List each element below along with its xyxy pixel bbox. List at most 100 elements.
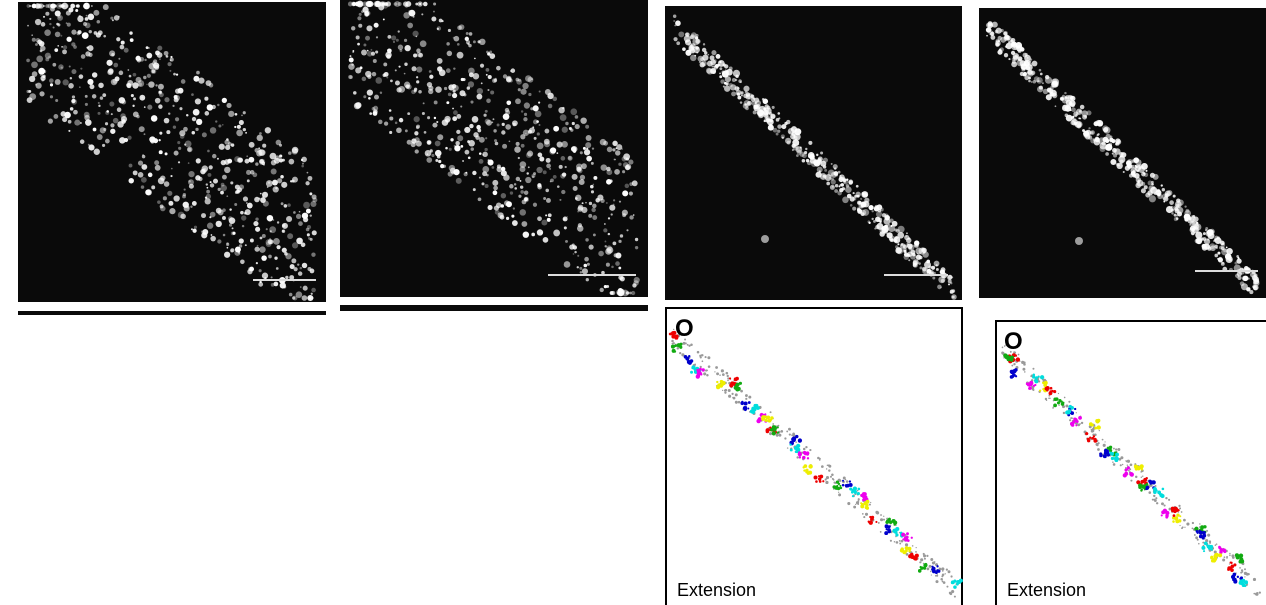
speckle — [133, 73, 137, 77]
speckle — [1127, 460, 1130, 463]
speckle — [481, 182, 484, 185]
speckle — [113, 63, 118, 68]
speckle — [198, 177, 202, 181]
speckle — [453, 67, 455, 69]
speckle — [222, 98, 227, 103]
speckle — [1244, 576, 1245, 577]
speckle — [938, 276, 945, 283]
speckle — [94, 149, 100, 155]
speckle — [265, 127, 271, 133]
speckle — [311, 293, 313, 295]
speckle — [545, 214, 547, 216]
speckle — [894, 228, 897, 231]
speckle — [1250, 272, 1256, 278]
speckle — [875, 521, 877, 523]
speckle — [842, 196, 849, 203]
speckle — [600, 288, 604, 292]
speckle — [763, 113, 768, 118]
speckle — [165, 152, 168, 155]
speckle — [859, 202, 861, 204]
speckle — [231, 143, 234, 146]
speckle — [868, 222, 870, 224]
speckle — [227, 247, 229, 249]
panel-caption: Extension — [677, 580, 756, 600]
speckle — [1035, 376, 1038, 379]
speckle — [696, 369, 699, 372]
speckle — [1118, 156, 1125, 163]
speckle — [899, 540, 901, 542]
speckle — [178, 88, 184, 94]
speckle — [855, 504, 856, 505]
speckle — [820, 173, 827, 180]
speckle — [307, 172, 309, 174]
speckle — [217, 239, 221, 243]
speckle — [835, 184, 838, 187]
speckle — [616, 147, 618, 149]
speckle — [1169, 200, 1174, 205]
speckle — [1224, 556, 1226, 558]
speckle — [427, 116, 430, 119]
speckle — [1109, 452, 1112, 455]
speckle — [511, 215, 514, 218]
speckle — [288, 151, 292, 155]
speckle — [155, 165, 161, 171]
speckle — [188, 179, 194, 185]
speckle — [816, 154, 818, 156]
speckle — [520, 190, 524, 194]
speckle — [1241, 569, 1243, 571]
speckle — [1240, 557, 1243, 560]
speckle — [356, 35, 360, 39]
speckle — [478, 40, 481, 43]
speckle — [732, 397, 733, 398]
speckle — [1240, 581, 1244, 585]
speckle — [69, 66, 71, 68]
speckle — [350, 55, 352, 57]
speckle — [119, 97, 125, 103]
speckle — [927, 568, 930, 571]
speckle — [831, 473, 834, 476]
speckle — [1110, 147, 1112, 149]
speckle — [1110, 159, 1116, 165]
speckle — [1155, 485, 1157, 487]
speckle — [472, 116, 479, 123]
speckle — [1105, 139, 1109, 143]
speckle — [404, 39, 407, 42]
speckle — [754, 407, 757, 410]
speckle — [351, 63, 353, 65]
speckle — [63, 45, 67, 49]
speckle — [546, 158, 551, 163]
speckle — [262, 196, 264, 198]
speckle — [588, 214, 592, 218]
speckle — [869, 504, 871, 506]
speckle — [621, 148, 623, 150]
speckle — [1190, 221, 1196, 227]
speckle — [172, 105, 174, 107]
speckle — [1113, 153, 1117, 157]
speckle — [1076, 412, 1077, 413]
speckle — [622, 190, 628, 196]
speckle — [953, 585, 957, 589]
speckle — [430, 149, 433, 152]
speckle — [1240, 572, 1242, 574]
speckle — [166, 130, 170, 134]
speckle — [74, 120, 80, 126]
speckle — [538, 153, 543, 158]
speckle — [618, 267, 621, 270]
speckle — [1091, 429, 1094, 432]
speckle — [615, 261, 620, 266]
speckle — [1021, 67, 1023, 69]
speckle — [1046, 400, 1047, 401]
speckle — [848, 180, 852, 184]
speckle — [923, 553, 925, 555]
speckle — [159, 58, 161, 60]
speckle — [1253, 285, 1258, 290]
speckle — [862, 209, 869, 216]
speckle — [682, 47, 686, 51]
speckle — [488, 205, 493, 210]
speckle — [1125, 460, 1126, 461]
speckle — [550, 178, 554, 182]
speckle — [722, 373, 725, 376]
speckle — [55, 32, 61, 38]
speckle — [1123, 171, 1125, 173]
speckle — [158, 178, 165, 185]
